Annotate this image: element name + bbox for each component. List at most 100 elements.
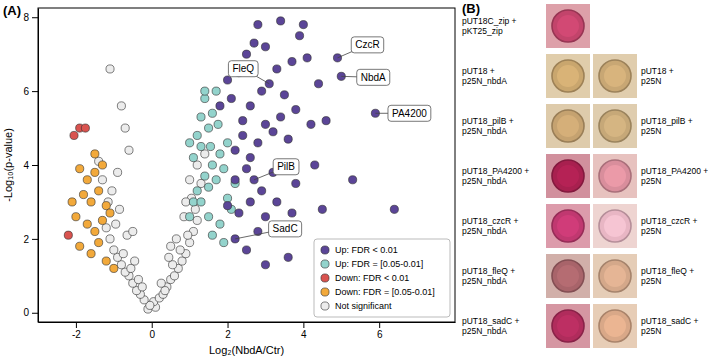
point — [193, 187, 201, 195]
point — [314, 80, 322, 88]
point — [178, 257, 186, 265]
annotations: CzcRNbdAPA4200FleQPilBSadC — [228, 37, 430, 239]
point — [246, 198, 254, 206]
annotation: PilB — [254, 159, 299, 180]
point — [193, 131, 201, 139]
annotation-box — [269, 221, 302, 237]
x-tick-label: 6 — [377, 329, 383, 340]
legend-label: Not significant — [335, 301, 392, 311]
point — [102, 224, 110, 232]
point — [138, 283, 146, 291]
point — [214, 120, 222, 128]
point — [223, 202, 231, 210]
point — [261, 43, 269, 51]
strain-label-line: p25N — [641, 326, 661, 336]
point — [129, 227, 137, 235]
point — [292, 179, 300, 187]
x-tick-label: 4 — [301, 329, 307, 340]
point — [106, 209, 114, 217]
point — [269, 128, 277, 136]
point — [112, 220, 120, 228]
point — [161, 287, 169, 295]
x-tick-mark — [303, 322, 304, 328]
x-tick-mark — [379, 322, 380, 328]
point — [223, 139, 231, 147]
point — [64, 231, 72, 239]
plot-frame — [38, 8, 455, 322]
annotation-label: CzcR — [355, 39, 379, 50]
point — [106, 235, 114, 243]
strain-label: pUT18_pilB +p25N — [641, 116, 693, 136]
plate-tile — [593, 54, 637, 98]
panel-label: (A) — [3, 3, 21, 18]
plate — [546, 204, 590, 248]
point — [117, 102, 125, 110]
annotation-label: PilB — [277, 161, 295, 172]
point — [223, 194, 231, 202]
colony-center — [604, 315, 626, 337]
point — [201, 87, 209, 95]
series — [64, 124, 89, 239]
colony — [552, 310, 584, 342]
point — [246, 102, 254, 110]
y-tick-label: 0 — [23, 307, 29, 318]
plate-tile — [546, 254, 590, 298]
point — [208, 109, 216, 117]
plate — [546, 54, 590, 98]
point — [102, 202, 110, 210]
point — [349, 176, 357, 184]
legend-marker — [321, 302, 329, 310]
point — [258, 187, 266, 195]
annotation-box — [273, 159, 299, 175]
colony-center — [557, 215, 579, 237]
point — [106, 65, 114, 73]
point — [254, 139, 262, 147]
strain-label-line: p25N — [641, 76, 661, 86]
legend-marker — [321, 274, 329, 282]
colony — [599, 110, 631, 142]
point — [170, 272, 178, 280]
point — [390, 205, 398, 213]
point — [197, 142, 205, 150]
plate-tile — [546, 4, 590, 48]
point — [288, 209, 296, 217]
point — [169, 261, 177, 269]
point — [121, 124, 129, 132]
point — [131, 257, 139, 265]
point — [258, 87, 266, 95]
y-axis: 02468 — [23, 9, 38, 323]
y-tick-mark — [32, 313, 38, 314]
strain-label: pUT18 +p25N_nbdA — [462, 66, 507, 86]
strain-label-line: p25N_nbdA — [462, 276, 507, 286]
y-tick-mark — [32, 91, 38, 92]
point — [125, 146, 133, 154]
strain-label-line: pUT18_pilB + — [462, 116, 514, 126]
strain-label: pUT18_sadC +p25N_nbdA — [462, 316, 519, 336]
point — [98, 216, 106, 224]
plate — [593, 204, 637, 248]
colony-center — [604, 165, 626, 187]
colony-center — [557, 65, 579, 87]
legend-label: Up: FDR = [0.05-0.01] — [335, 259, 423, 269]
y-tick-mark — [32, 239, 38, 240]
strain-label-line: p25N — [641, 226, 661, 236]
point — [182, 198, 190, 206]
series — [95, 65, 209, 313]
plate — [546, 4, 590, 48]
point — [83, 220, 91, 228]
annotation-box — [357, 69, 390, 85]
y-tick: 8 — [23, 12, 38, 23]
colony — [552, 210, 584, 242]
point — [205, 124, 213, 132]
plate-tile — [593, 104, 637, 148]
point — [261, 261, 269, 269]
colony — [599, 310, 631, 342]
annotation-label: FleQ — [232, 63, 254, 74]
plate — [593, 254, 637, 298]
strain-label-line: pUT18_sadC + — [641, 316, 698, 326]
x-axis-title: Log₂(NbdA/Ctr) — [209, 344, 284, 356]
x-tick: 2 — [225, 322, 231, 340]
point — [193, 216, 201, 224]
x-tick: 4 — [301, 322, 307, 340]
x-tick: -2 — [72, 322, 81, 340]
